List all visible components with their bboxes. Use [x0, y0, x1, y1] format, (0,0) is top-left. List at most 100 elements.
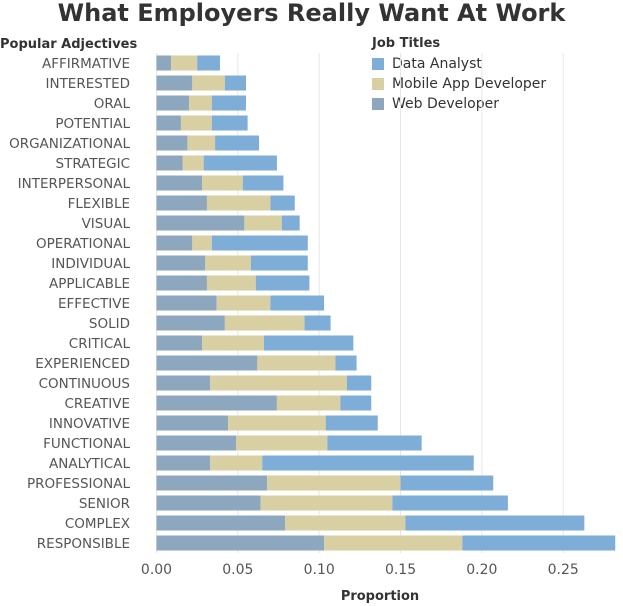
bar-segment — [327, 435, 422, 451]
bar-segment — [189, 95, 212, 111]
bar-segment — [262, 455, 474, 471]
category-label: ORGANIZATIONAL — [9, 136, 130, 152]
x-tick-label: 0.10 — [304, 562, 335, 578]
bar-segment — [216, 295, 271, 311]
bar-segment — [156, 215, 245, 231]
category-label: VISUAL — [82, 216, 131, 232]
category-label: ORAL — [94, 96, 131, 112]
bar-segment — [156, 95, 190, 111]
legend-swatch — [372, 78, 384, 90]
bar-segment — [325, 415, 378, 431]
bar-segment — [156, 295, 217, 311]
category-label: STRATEGIC — [56, 156, 130, 172]
bar-segment — [156, 535, 325, 551]
bar-segment — [156, 195, 207, 211]
x-tick-label: 0.25 — [548, 562, 579, 578]
bar-segment — [250, 255, 308, 271]
bar-segment — [202, 175, 243, 191]
bar-segment — [156, 235, 193, 251]
category-label: FUNCTIONAL — [43, 436, 130, 452]
bar-segment — [156, 275, 207, 291]
category-label: SOLID — [89, 316, 130, 332]
bar-segment — [340, 395, 372, 411]
bar-segment — [203, 155, 277, 171]
bar-segment — [156, 475, 268, 491]
x-tick-label: 0.00 — [141, 562, 172, 578]
bar-segment — [210, 455, 263, 471]
bar-segment — [156, 495, 261, 511]
bar-segment — [276, 395, 341, 411]
bar-segment — [202, 335, 264, 351]
category-label: INNOVATIVE — [49, 416, 130, 432]
bar-segment — [392, 495, 508, 511]
legend-label: Mobile App Developer — [392, 76, 547, 92]
bar-segment — [211, 95, 246, 111]
bar-segment — [156, 455, 211, 471]
category-label: COMPLEX — [65, 516, 130, 532]
bar-segment — [281, 215, 300, 231]
bar-segment — [180, 115, 212, 131]
bar-segment — [224, 315, 305, 331]
bar-segment — [156, 515, 286, 531]
category-label: CONTINUOUS — [39, 376, 130, 392]
category-label: INTERESTED — [45, 76, 130, 92]
category-label: FLEXIBLE — [68, 196, 130, 212]
bar-segment — [156, 115, 181, 131]
bar-segment — [270, 295, 325, 311]
bar-segment — [156, 395, 277, 411]
x-tick-label: 0.15 — [385, 562, 416, 578]
bar-segment — [260, 495, 393, 511]
bar-segment — [270, 195, 295, 211]
bar-segment — [236, 435, 328, 451]
bar-segment — [206, 275, 256, 291]
legend-item-web-developer[interactable]: Web Developer — [372, 94, 546, 114]
bar-segment — [156, 75, 193, 91]
legend-label: Web Developer — [392, 96, 499, 112]
bar-segment — [304, 315, 331, 331]
chart-title: What Employers Really Want At Work — [57, 0, 566, 27]
bar-segment — [462, 535, 616, 551]
x-tick-label: 0.05 — [222, 562, 253, 578]
bar-segment — [405, 515, 585, 531]
bar-segment — [156, 55, 172, 71]
category-label: SENIOR — [79, 496, 130, 512]
category-label: INDIVIDUAL — [51, 256, 130, 272]
category-label: ANALYTICAL — [49, 456, 130, 472]
bar-segment — [335, 355, 357, 371]
bar-segment — [192, 75, 225, 91]
bar-segment — [346, 375, 372, 391]
bar-segment — [244, 215, 282, 231]
bar-segment — [156, 415, 229, 431]
bar-segment — [324, 535, 463, 551]
bar-segment — [205, 255, 251, 271]
legend-title: Job Titles — [372, 36, 441, 51]
legend-item-mobile-app-developer[interactable]: Mobile App Developer — [372, 74, 546, 94]
bar-segment — [156, 135, 188, 151]
category-label: POTENTIAL — [55, 116, 130, 132]
bar-segment — [187, 135, 216, 151]
legend-swatch — [372, 98, 384, 110]
legend-label: Data Analyst — [392, 56, 482, 72]
bar-segment — [156, 155, 183, 171]
category-label: INTERPERSONAL — [18, 176, 131, 192]
bar-segment — [267, 475, 401, 491]
bar-segment — [210, 375, 347, 391]
bar-segment — [206, 195, 271, 211]
bar-segment — [215, 135, 260, 151]
category-label: CRITICAL — [69, 336, 131, 352]
bar-segment — [156, 355, 258, 371]
category-label: OPERATIONAL — [36, 236, 131, 252]
category-label: PROFESSIONAL — [27, 476, 131, 492]
category-label: EFFECTIVE — [58, 296, 130, 312]
bar-segment — [285, 515, 406, 531]
bar-segment — [211, 115, 248, 131]
x-tick-label: 0.20 — [466, 562, 497, 578]
bar-segment — [224, 75, 246, 91]
bar-segment — [192, 235, 212, 251]
legend: Job Titles Data Analyst Mobile App Devel… — [372, 36, 546, 114]
legend-item-data-analyst[interactable]: Data Analyst — [372, 54, 546, 74]
bar-segment — [257, 355, 336, 371]
x-axis-label: Proportion — [340, 589, 420, 604]
bar-segment — [242, 175, 284, 191]
